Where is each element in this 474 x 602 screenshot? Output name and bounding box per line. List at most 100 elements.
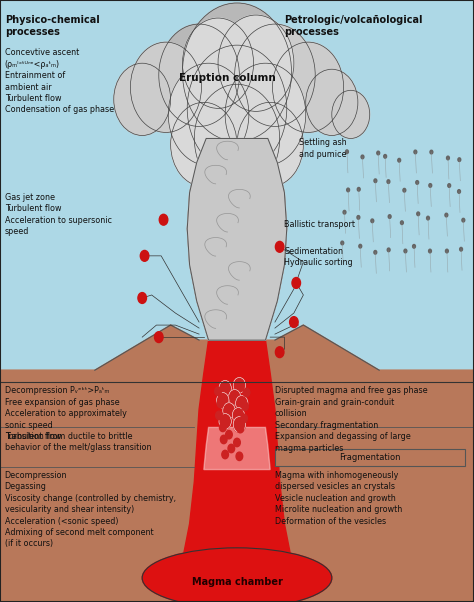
Circle shape [219,380,231,396]
Circle shape [357,187,360,191]
Text: Concevtive ascent
(ρₘᴵˣᵗᵁʳᵉ<ρₐᵗₘ)
Entrainment of
ambient air
Turbulent flow
Cond: Concevtive ascent (ρₘᴵˣᵗᵁʳᵉ<ρₐᵗₘ) Entrai… [5,48,114,114]
Text: Magma chamber: Magma chamber [191,577,283,587]
Circle shape [228,444,235,453]
Circle shape [130,42,201,132]
Circle shape [429,184,432,187]
Circle shape [140,250,149,261]
Circle shape [233,377,246,393]
Text: Fragmentation: Fragmentation [339,453,401,462]
Circle shape [232,408,245,423]
Circle shape [219,414,231,429]
Circle shape [374,179,377,182]
Text: Eruption column: Eruption column [179,73,276,83]
Circle shape [387,248,390,252]
Circle shape [219,423,226,432]
Circle shape [273,42,344,132]
Circle shape [182,18,254,108]
Text: Physico-chemical
processes: Physico-chemical processes [5,15,100,37]
Circle shape [416,181,419,184]
Circle shape [448,184,451,187]
Polygon shape [180,340,294,572]
Text: Decompression Pᵥᵉᵏᵗ>Pₐᵗₘ
Free expansion of gas phase
Acceleration to approximate: Decompression Pᵥᵉᵏᵗ>Pₐᵗₘ Free expansion … [5,386,127,441]
Circle shape [290,317,298,327]
Circle shape [225,63,306,166]
Circle shape [388,215,391,219]
Circle shape [236,396,248,411]
Circle shape [226,430,232,439]
Circle shape [217,399,224,408]
Circle shape [332,90,370,138]
Bar [0,370,474,602]
Circle shape [275,347,284,358]
Circle shape [412,244,415,248]
Circle shape [401,221,403,225]
Circle shape [218,15,294,111]
Text: Sedimentation
Hydraulic sorting: Sedimentation Hydraulic sorting [284,247,353,267]
Circle shape [159,24,239,126]
Circle shape [341,241,344,245]
Text: Transition from ductile to brittle
behavior of the melt/glass transition: Transition from ductile to brittle behav… [5,432,151,452]
Circle shape [168,63,249,166]
Bar [0,0,474,370]
Circle shape [458,158,461,161]
Circle shape [361,155,364,159]
Circle shape [377,151,380,155]
Circle shape [217,393,229,408]
Circle shape [414,150,417,154]
Polygon shape [187,138,287,340]
Text: Petrologic/volcañological
processes: Petrologic/volcañological processes [284,15,423,37]
Text: Magma with inhomogeneously
dispersed vesicles an crystals
Vesicle nucleation and: Magma with inhomogeneously dispersed ves… [275,471,402,526]
Polygon shape [204,427,270,470]
Circle shape [404,249,407,253]
Circle shape [222,450,228,459]
Circle shape [220,435,227,444]
Circle shape [430,150,433,154]
Circle shape [234,438,240,447]
Circle shape [182,3,292,141]
Circle shape [445,213,448,217]
Circle shape [242,402,248,411]
Circle shape [275,241,284,252]
Circle shape [306,69,358,135]
Circle shape [215,387,221,396]
Circle shape [457,190,460,193]
Circle shape [235,24,315,126]
Ellipse shape [142,548,332,602]
Circle shape [417,212,419,216]
Polygon shape [0,325,474,602]
Circle shape [398,158,401,162]
Circle shape [374,250,377,254]
Circle shape [241,414,247,423]
Circle shape [447,156,449,160]
Circle shape [384,155,387,158]
Circle shape [236,452,243,461]
Circle shape [343,211,346,214]
Polygon shape [187,138,287,340]
Circle shape [427,216,429,220]
Circle shape [138,293,146,303]
Circle shape [223,403,235,418]
Circle shape [233,417,246,432]
Circle shape [460,247,463,251]
Circle shape [171,102,237,187]
Circle shape [237,424,244,433]
Text: Gas jet zone
Turbulent flow
Acceleration to supersonic
speed: Gas jet zone Turbulent flow Acceleration… [5,193,112,236]
Circle shape [155,332,163,343]
Circle shape [357,216,360,219]
Circle shape [216,411,222,420]
Circle shape [114,63,171,135]
Circle shape [346,150,348,154]
Text: Ballistic transport: Ballistic transport [284,220,356,229]
Text: Settling ash
and pumice: Settling ash and pumice [299,138,346,159]
Circle shape [187,45,287,172]
Circle shape [194,84,280,193]
Circle shape [359,244,362,248]
Text: Disrupted magma and free gas phase
Grain-grain and grain-conduit
collision
Secon: Disrupted magma and free gas phase Grain… [275,386,428,453]
Circle shape [159,214,168,225]
Circle shape [446,249,448,253]
Circle shape [403,188,406,192]
Circle shape [237,102,303,187]
Circle shape [292,278,301,288]
Circle shape [428,249,431,253]
Circle shape [228,389,241,405]
